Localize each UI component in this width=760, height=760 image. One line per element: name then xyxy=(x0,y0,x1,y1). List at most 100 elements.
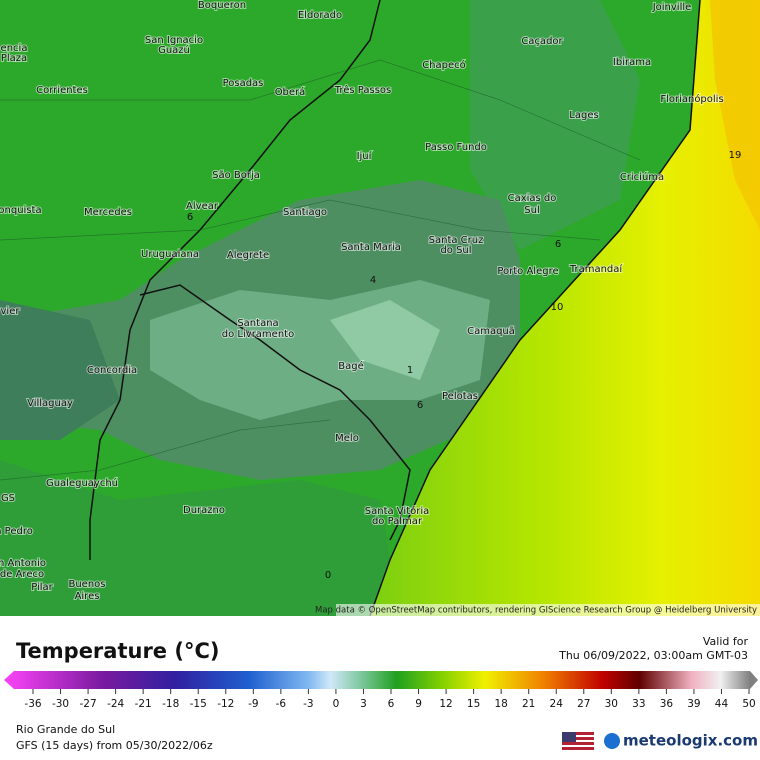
city-label: Porto Alegre xyxy=(497,266,558,277)
attribution: Map data © OpenStreetMap contributors, r… xyxy=(315,606,757,616)
colorbar xyxy=(14,671,750,689)
city-label: Guazú xyxy=(158,44,190,56)
city-label: Santa Vitória xyxy=(365,505,430,517)
colorbar-tick-label: 21 xyxy=(522,698,535,710)
city-label: Florianópolis xyxy=(660,93,723,105)
city-label: encia xyxy=(1,43,28,54)
valid-label: Valid for xyxy=(703,635,749,648)
city-label: do Livramento xyxy=(222,329,294,340)
colorbar-tick-label: -27 xyxy=(79,698,96,710)
colorbar-arrow-right xyxy=(750,671,758,689)
colorbar-tick-label: 6 xyxy=(388,698,395,710)
contour-label: 1 xyxy=(407,365,413,376)
city-label: Caxias do xyxy=(508,193,557,204)
city-label: do Sul xyxy=(440,245,471,256)
contour-label: 6 xyxy=(187,212,193,223)
contour-label: 6 xyxy=(417,400,423,411)
city-label: Sul xyxy=(524,205,539,216)
attribution-bg xyxy=(336,604,760,616)
city-label: Alegrete xyxy=(227,250,269,261)
colorbar-tick-label: 30 xyxy=(605,698,618,710)
colorbar-tick-label: -30 xyxy=(52,698,69,710)
city-label: Tramandaí xyxy=(569,263,624,275)
city-label: onquista xyxy=(0,205,42,216)
contour-label: 4 xyxy=(370,275,376,286)
colorbar-tick-label: 44 xyxy=(715,698,729,710)
city-label: Ijuí xyxy=(357,150,373,162)
valid-time: Thu 06/09/2022, 03:00am GMT-03 xyxy=(558,649,748,662)
city-label: Pelotas xyxy=(442,391,478,402)
city-label: Posadas xyxy=(223,78,264,89)
city-label: Santa Cruz xyxy=(429,235,484,246)
city-label: Eldorado xyxy=(298,10,342,21)
city-label: Camaquã xyxy=(467,326,515,337)
colorbar-tick-label: 9 xyxy=(415,698,422,710)
flag xyxy=(562,732,594,750)
colorbar-tick-label: -36 xyxy=(24,698,41,710)
city-label: Santa Maria xyxy=(341,242,401,253)
model: GFS (15 days) from 05/30/2022/06z xyxy=(16,739,213,752)
colorbar-tick-label: -3 xyxy=(303,698,313,710)
city-label: Alvear xyxy=(186,201,219,212)
colorbar-tick-label: 0 xyxy=(333,698,340,710)
contour-label: 19 xyxy=(729,150,742,161)
colorbar-tick-label: 33 xyxy=(632,698,645,710)
city-label: Boqueron xyxy=(198,0,246,11)
city-label: Melo xyxy=(335,433,359,444)
region: Rio Grande do Sul xyxy=(16,723,115,736)
city-label: San Ignacio xyxy=(145,35,203,46)
city-label: Mercedes xyxy=(84,207,132,218)
colorbar-tick-label: -9 xyxy=(248,698,258,710)
city-label: GS xyxy=(1,493,15,504)
colorbar-tick-label: 3 xyxy=(360,698,367,710)
legend: Temperature (°C) Valid for Thu 06/09/202… xyxy=(4,635,758,752)
logo[interactable]: meteologix.com xyxy=(623,732,758,750)
city-label: Pilar xyxy=(31,582,53,593)
city-label: Aires xyxy=(75,591,100,602)
city-label: Villaguay xyxy=(27,398,73,409)
city-label: Três Passos xyxy=(334,84,392,96)
city-label: n Antonio xyxy=(0,558,46,569)
contour-label: 0 xyxy=(325,570,331,581)
city-label: Caçador xyxy=(521,36,563,47)
colorbar-tick-label: 15 xyxy=(467,698,480,710)
city-label: Lages xyxy=(569,110,598,121)
city-label: Concordia xyxy=(87,365,137,376)
contour-label: 6 xyxy=(555,239,561,250)
colorbar-tick-label: 18 xyxy=(494,698,507,710)
city-label: São Borja xyxy=(212,170,260,181)
colorbar-tick-label: -12 xyxy=(217,698,234,710)
logo-icon xyxy=(604,733,620,749)
city-label: de Areco xyxy=(0,569,44,580)
city-label: Criciúma xyxy=(620,171,664,183)
colorbar-tick-label: -15 xyxy=(190,698,207,710)
colorbar-tick-label: 27 xyxy=(577,698,590,710)
city-label: Ibirama xyxy=(613,57,651,68)
colorbar-tick-label: 24 xyxy=(550,698,564,710)
city-label: Santana xyxy=(237,318,278,329)
colorbar-tick-label: 39 xyxy=(687,698,700,710)
colorbar-tick-label: -18 xyxy=(162,698,179,710)
colorbar-tick-label: -24 xyxy=(107,698,124,710)
colorbar-tick-label: -6 xyxy=(276,698,287,710)
city-label: Buenos xyxy=(68,579,105,590)
city-label: Oberá xyxy=(275,86,306,98)
colorbar-tick-label: 36 xyxy=(660,698,674,710)
city-label: Passo Fundo xyxy=(425,142,487,153)
city-label: do Palmar xyxy=(372,516,423,527)
city-label: Durazno xyxy=(183,505,225,516)
city-label: vier xyxy=(1,306,21,317)
colorbar-tick-label: 12 xyxy=(439,698,452,710)
legend-title: Temperature (°C) xyxy=(16,639,219,663)
contour-label: 10 xyxy=(551,302,564,313)
colorbar-tick-label: 50 xyxy=(742,698,755,710)
city-label: Bagé xyxy=(338,360,364,372)
colorbar-tick-label: -21 xyxy=(135,698,152,710)
city-label: Uruguaiana xyxy=(141,249,199,260)
city-label: n Pedro xyxy=(0,526,33,537)
colorbar-arrow-left xyxy=(4,671,14,689)
city-label: Chapecó xyxy=(422,59,466,71)
city-label: Gualeguaychú xyxy=(46,477,118,489)
